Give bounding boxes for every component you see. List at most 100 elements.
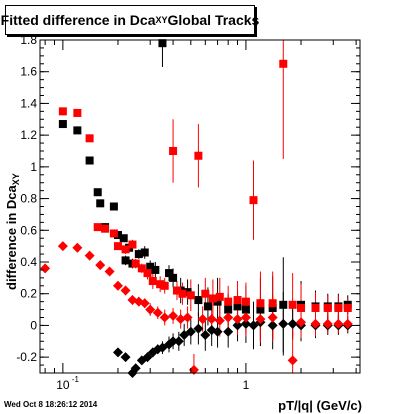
chart-title-suffix: Global Tracks [167,12,260,28]
data-point-square [268,303,277,312]
data-point-diamond [182,312,193,323]
data-point-square [109,229,118,238]
data-point-square [249,196,258,205]
data-point-diamond [159,312,170,323]
data-point-square [73,126,82,135]
data-point-diamond [84,250,95,261]
data-point-diamond [223,312,234,323]
data-point-diamond [212,326,223,337]
x-tick-exponent: -1 [72,375,80,384]
data-point-square [140,248,149,257]
data-point-square [241,305,250,314]
y-tick-label: 0.8 [20,192,37,206]
data-point-square [213,297,222,306]
data-point-square [215,292,224,301]
data-point-diamond [214,315,225,326]
data-point-square [178,289,187,298]
data-point-diamond [168,310,179,321]
y-tick-label: 0 [30,318,37,332]
y-tick-label: 1 [30,160,37,174]
data-point-square [113,242,122,251]
data-point-square [233,302,242,311]
data-point-diamond [287,318,298,329]
data-point-diamond [278,318,289,329]
data-point-square [334,303,343,312]
data-point-square [137,264,146,273]
data-point-diamond [240,312,251,323]
data-point-diamond [142,352,153,363]
data-point-square [201,289,210,298]
y-axis-label-text: difference in Dca [4,185,19,290]
data-point-diamond [185,326,196,337]
data-point-square [194,151,203,160]
data-point-diamond [104,266,115,277]
data-point-square [85,156,94,165]
data-point-diamond [206,314,217,325]
data-point-diamond [223,326,234,337]
data-point-square [93,223,102,232]
data-point-square [208,294,217,303]
data-point-diamond [145,304,156,315]
data-point-square [160,281,169,290]
data-point-square [256,299,265,308]
data-point-diamond [310,318,321,329]
markers-layer [40,39,353,378]
chart-title-sub: XY [155,15,168,25]
data-point-diamond [296,317,307,328]
y-tick-label: 0.4 [20,255,37,269]
data-point-diamond [40,263,51,274]
data-point-square [172,286,181,295]
data-point-diamond [175,314,186,325]
data-point-square [93,188,102,197]
data-point-square [131,259,140,268]
data-point-diamond [232,314,243,325]
data-point-square [279,300,288,309]
data-point-square [73,108,82,117]
data-point-diamond [168,336,179,347]
data-point-square [96,199,105,208]
data-point-diamond [322,318,333,329]
x-tick-label: 1 [243,378,250,392]
data-point-diamond [173,336,184,347]
data-point-square [143,269,152,278]
data-point-diamond [112,280,123,291]
y-axis-label-sub: XY [11,173,21,186]
data-point-square [224,305,233,314]
data-point-square [169,273,178,282]
y-tick-label: -0.2 [16,350,37,364]
data-point-square [85,134,94,143]
data-point-diamond [248,320,259,331]
data-point-diamond [57,241,68,252]
data-point-diamond [240,318,251,329]
data-point-diamond [188,364,199,375]
data-point-square [156,280,165,289]
data-point-diamond [95,260,106,271]
data-point-square [186,291,195,300]
data-point-square [194,296,203,305]
data-point-diamond [139,298,150,309]
data-point-square [224,297,233,306]
chart-title-text: Fitted difference in Dca [0,12,156,28]
data-point-square [203,302,212,311]
data-point-square [109,202,118,211]
y-tick-label: 1.2 [20,128,37,142]
x-tick-label: 10 [56,378,70,392]
y-tick-label: 0.2 [20,287,37,301]
data-point-square [164,269,173,278]
y-tick-label: 1.4 [20,96,37,110]
data-point-square [241,297,250,306]
data-point-diamond [333,318,344,329]
data-point-square [58,107,67,116]
data-point-square [256,305,265,314]
y-tick-label: 1.6 [20,65,37,79]
data-point-diamond [72,242,83,253]
data-point-diamond [255,314,266,325]
data-point-diamond [193,323,204,334]
data-point-square [297,303,306,312]
data-point-square [268,299,277,308]
data-point-diamond [267,320,278,331]
data-point-diamond [342,318,353,329]
data-point-square [151,265,160,274]
data-point-square [279,59,288,68]
data-point-square [113,231,122,240]
